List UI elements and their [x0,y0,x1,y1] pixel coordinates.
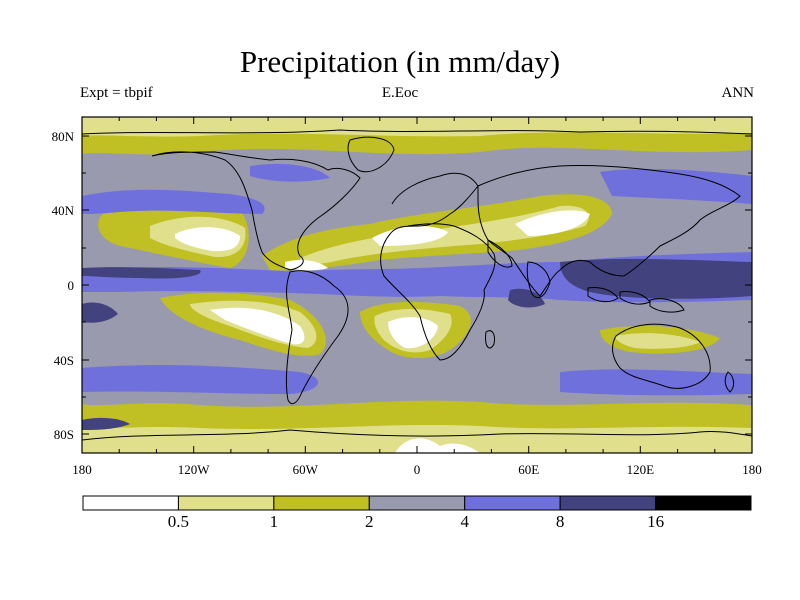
lon-label: 120E [627,462,655,477]
colorbar-swatch [273,495,370,511]
lon-label: 180 [72,462,92,477]
lat-label: 40S [54,353,74,368]
colorbar-swatch [655,495,752,511]
colorbar-swatch [464,495,561,511]
colorbar-level-label: 4 [460,512,469,531]
season-label: ANN [721,85,755,101]
colorbar-level-label: 2 [365,512,374,531]
colorbar-level-label: 1 [270,512,279,531]
coastlines [82,129,752,441]
case-label: E.Eoc [381,85,419,101]
colorbar-swatch [82,495,179,511]
lon-axis-labels: 180 120W 60W 0 60E 120E 180 [72,462,762,477]
precip-field [82,117,752,453]
tick-marks [81,117,753,453]
colorbar-swatch [559,495,657,511]
colorbar-level-label: 16 [647,512,664,531]
colorbar-swatch [368,495,466,511]
lon-label: 60W [293,462,319,477]
colorbar-level-label: 0.5 [168,512,189,531]
experiment-label: Expt = tbpif [80,85,153,101]
lon-label: 60E [518,462,539,477]
lat-label: 0 [68,278,75,293]
lon-label: 180 [742,462,762,477]
lat-label: 40N [52,203,75,218]
lat-label: 80N [52,129,75,144]
lat-label: 80S [54,427,74,442]
map-title: Precipitation (in mm/day) [239,44,561,79]
lon-label: 120W [178,462,211,477]
colorbar-level-label: 8 [556,512,565,531]
lat-axis-labels: 80N 40N 0 40S 80S [52,129,75,442]
colorbar: 0.5 1 2 4 8 16 [82,495,752,531]
colorbar-swatch [177,495,275,511]
lon-label: 0 [414,462,421,477]
